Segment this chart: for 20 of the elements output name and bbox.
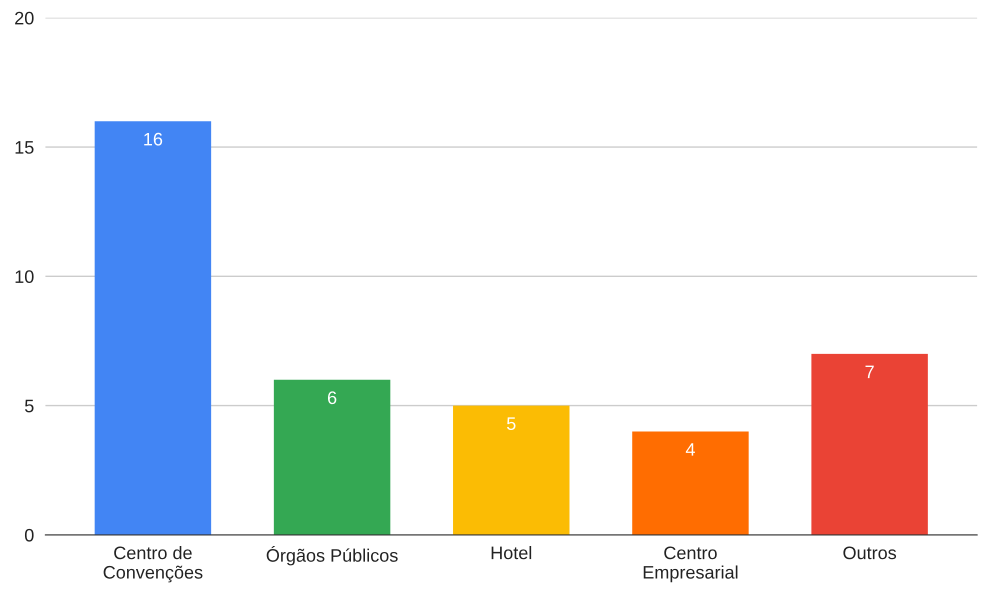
y-tick-label: 15: [16, 141, 34, 154]
y-tick-label: 10: [16, 270, 34, 284]
data-label: 5: [506, 417, 516, 430]
y-tick-label: 0: [24, 528, 34, 542]
x-tick-label: Órgãos Públicos: [266, 546, 398, 566]
x-tick-label: Centro de Convenções: [104, 546, 202, 582]
bar: [632, 431, 749, 535]
y-tick-label: 5: [24, 400, 34, 412]
data-label: 4: [686, 443, 695, 456]
bar: [274, 380, 390, 535]
x-tick-label: Hotel: [492, 546, 532, 560]
data-label: 16: [144, 132, 162, 146]
bar: [453, 406, 570, 535]
x-tick-label: Outros: [843, 546, 896, 560]
data-label: 7: [866, 366, 874, 378]
bar: [94, 121, 212, 535]
bar: [811, 354, 928, 535]
data-label: 6: [328, 391, 336, 404]
x-tick-label: Centro Empresarial: [644, 546, 738, 582]
y-tick-label: 20: [15, 12, 34, 25]
